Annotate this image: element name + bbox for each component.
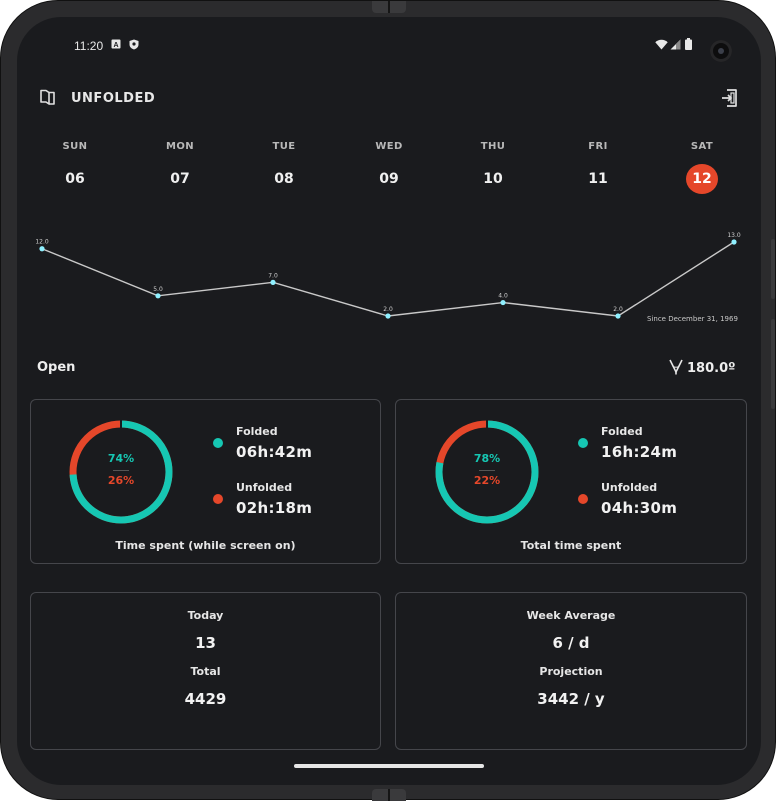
data-point [731, 239, 737, 245]
folded-value: 06h:42m [236, 443, 313, 461]
data-point [155, 293, 161, 299]
data-label: 7.0 [268, 272, 278, 279]
averages-card: Week Average 6 / d Projection 3442 / y [395, 592, 747, 750]
data-label: 12.0 [35, 239, 49, 246]
total-value: 4429 [184, 690, 227, 708]
day-number: 11 [588, 171, 608, 187]
percent-divider [479, 470, 495, 471]
hinge-top [372, 1, 406, 13]
unfolded-value: 04h:30m [601, 499, 678, 517]
total-time-donut [435, 420, 539, 524]
unfolded-legend-dot [213, 494, 223, 504]
percent-divider [113, 470, 129, 471]
day-wed[interactable]: WED 09 [349, 141, 429, 194]
app-title: UNFOLDED [71, 91, 156, 106]
unfolded-percent: 22% [473, 474, 501, 487]
day-name: MON [165, 141, 195, 152]
unfolded-percent: 26% [107, 474, 135, 487]
data-point [615, 313, 621, 319]
day-sat[interactable]: SAT 12 [662, 141, 742, 194]
unfolded-label: Unfolded [601, 481, 658, 494]
hinge-angle-value: 180.0º [687, 361, 736, 376]
power-button [771, 319, 775, 409]
hinge-angle: 180.0º [669, 359, 735, 376]
day-tue[interactable]: TUE 08 [244, 141, 324, 194]
folded-value: 16h:24m [601, 443, 678, 461]
unfolded-label: Unfolded [236, 481, 293, 494]
total-time-card: 78% 22% Folded 16h:24m Unfolded 04h:30m … [395, 399, 747, 564]
time-spent-donut [69, 420, 173, 524]
day-number: 06 [65, 171, 85, 187]
data-point [270, 279, 276, 285]
today-label: Today [187, 609, 224, 622]
day-number: 10 [483, 171, 503, 187]
a-icon: A [111, 39, 121, 52]
data-label: 13.0 [727, 232, 741, 239]
today-value: 13 [195, 634, 216, 652]
unfolded-value: 02h:18m [236, 499, 313, 517]
chart-since-annotation: Since December 31, 1969 [647, 315, 738, 323]
day-mon[interactable]: MON 07 [140, 141, 220, 194]
data-label: 5.0 [153, 286, 163, 293]
time-spent-card: 74% 26% Folded 06h:42m Unfolded 02h:18m … [30, 399, 381, 564]
svg-text:A: A [113, 42, 118, 49]
counts-card: Today 13 Total 4429 [30, 592, 381, 750]
front-camera [710, 40, 732, 62]
day-name: SAT [690, 141, 714, 152]
unfolded-legend-dot [578, 494, 588, 504]
gesture-nav-bar[interactable] [294, 764, 484, 768]
data-point [500, 299, 506, 306]
status-time: 11:20 [74, 39, 104, 53]
day-name: THU [480, 141, 506, 152]
signal-icon [670, 39, 681, 53]
day-sun[interactable]: SUN 06 [35, 141, 115, 194]
card-caption: Time spent (while screen on) [115, 539, 296, 552]
folded-label: Folded [236, 425, 278, 438]
volume-button [771, 239, 775, 299]
day-name: SUN [62, 141, 88, 152]
projection-value: 3442 / y [537, 690, 605, 708]
book-icon[interactable] [39, 88, 57, 106]
wifi-icon [655, 39, 668, 53]
folded-label: Folded [601, 425, 643, 438]
day-thu[interactable]: THU 10 [453, 141, 533, 194]
day-name: TUE [272, 141, 296, 152]
hinge-angle-icon [669, 359, 683, 375]
day-number: 09 [379, 171, 399, 187]
projection-label: Projection [539, 665, 603, 678]
data-label: 2.0 [383, 306, 393, 313]
exit-icon[interactable] [719, 88, 739, 108]
hinge-state-label: Open [37, 360, 76, 375]
week-average-value: 6 / d [552, 634, 590, 652]
day-name: WED [375, 141, 403, 152]
data-point [385, 313, 391, 319]
data-label: 2.0 [613, 306, 623, 313]
day-number: 08 [274, 171, 294, 187]
day-number: 07 [170, 171, 190, 187]
week-average-label: Week Average [526, 609, 616, 622]
folded-percent: 78% [473, 452, 501, 465]
shield-icon [129, 39, 139, 53]
battery-icon [685, 38, 692, 53]
day-number-selected: 12 [686, 164, 718, 194]
app-screen: 11:20 A UNFOLDED [17, 17, 761, 785]
day-name: FRI [588, 141, 608, 152]
card-caption: Total time spent [520, 539, 622, 552]
folded-percent: 74% [107, 452, 135, 465]
daily-opens-line-chart: 12.0 5.0 7.0 2.0 4.0 2.0 13.0 [35, 232, 741, 319]
data-label: 4.0 [498, 293, 508, 300]
folded-legend-dot [213, 438, 223, 448]
series-line [41, 241, 735, 317]
hinge-bottom [372, 789, 406, 801]
total-label: Total [190, 665, 221, 678]
day-fri[interactable]: FRI 11 [558, 141, 638, 194]
data-point [39, 246, 45, 252]
status-bar: 11:20 A [17, 17, 761, 73]
folded-legend-dot [578, 438, 588, 448]
